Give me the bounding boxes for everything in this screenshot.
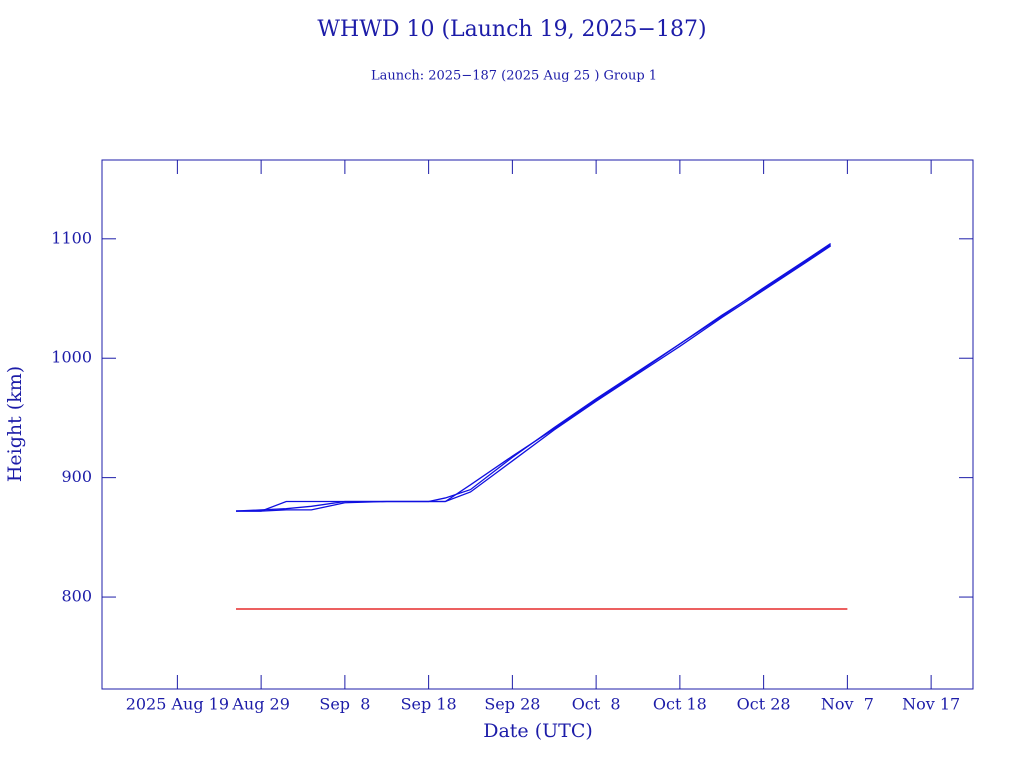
x-tick-label: Aug 29 <box>231 695 290 714</box>
y-axis-label: Height (km) <box>4 366 26 482</box>
x-axis-label: Date (UTC) <box>483 720 593 742</box>
x-tick-label: Sep 18 <box>401 695 457 714</box>
data-line <box>236 245 831 512</box>
chart-subtitle: Launch: 2025−187 (2025 Aug 25 ) Group 1 <box>371 69 657 84</box>
x-tick-label: Nov 17 <box>902 695 960 714</box>
x-tick-label: Oct 28 <box>737 695 791 714</box>
x-tick-label: Oct 8 <box>572 695 621 714</box>
y-tick-label: 1000 <box>51 348 92 367</box>
y-tick-label: 900 <box>61 467 92 486</box>
data-line <box>236 243 831 512</box>
x-tick-label: Sep 8 <box>319 695 370 714</box>
x-tick-label: Sep 28 <box>484 695 540 714</box>
x-tick-label: Oct 18 <box>653 695 707 714</box>
y-tick-label: 800 <box>61 587 92 606</box>
x-tick-label: 2025 Aug 19 <box>126 695 229 714</box>
chart-title: WHWD 10 (Launch 19, 2025−187) <box>317 17 706 42</box>
x-tick-label: Nov 7 <box>821 695 874 714</box>
y-tick-label: 1100 <box>51 228 92 247</box>
data-line <box>235 244 831 512</box>
plot-frame <box>101 159 974 690</box>
